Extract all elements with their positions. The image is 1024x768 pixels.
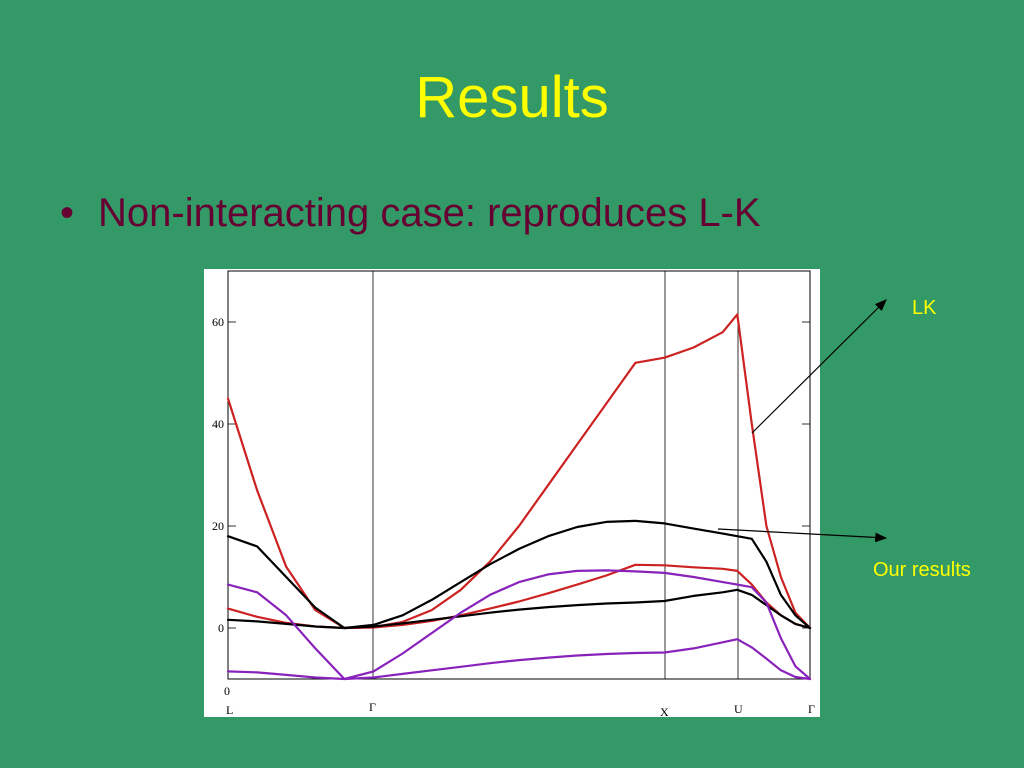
y-tick-label: 40 [212,417,224,431]
plot-frame [227,270,811,680]
x-point-label-gamma-end: Γ [808,702,815,716]
x-axis-zero-label: 0 [224,684,230,698]
x-point-label-l: L [226,703,233,717]
band-line-6 [226,638,812,681]
axis-ticks: 0 20 40 60 [212,315,810,635]
lk-annotation: LK [912,297,937,319]
x-point-label-u: U [734,702,743,716]
band-line-1 [226,313,812,630]
x-point-label-x: X [660,705,669,717]
y-tick-label: 0 [218,621,224,635]
bullet-glyph: • [60,191,75,235]
band-line-5 [226,569,812,681]
bullet-item: • Non-interacting case: reproduces L-K [60,188,761,238]
bullet-text: Non-interacting case: reproduces L-K [98,191,761,235]
y-tick-label: 20 [212,519,224,533]
y-tick-label: 60 [212,315,224,329]
band-line-2 [226,563,812,630]
dispersion-plot: 0 20 40 60 0 L Γ X U Γ [204,269,820,717]
band-line-3 [226,519,812,630]
dispersion-plot-svg: 0 20 40 60 0 L Γ X U Γ [212,270,815,717]
band-line-4 [226,588,812,630]
our-results-annotation: Our results [873,559,971,581]
x-point-label-gamma: Γ [369,700,376,714]
band-lines [226,313,812,681]
slide-title: Results [415,65,609,130]
